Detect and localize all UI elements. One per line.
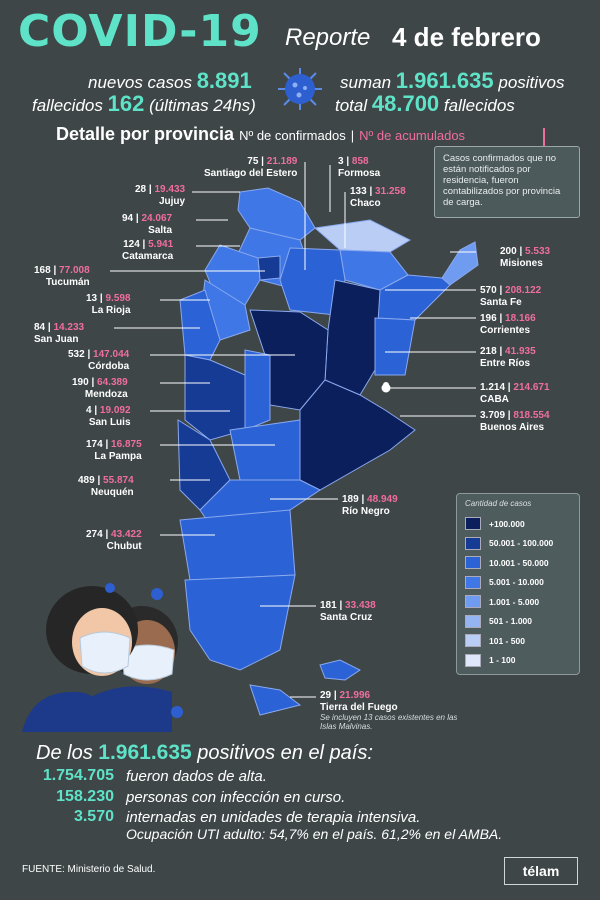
label-cordoba: 532 | 147.044 Córdoba xyxy=(68,349,130,372)
province-entrerios xyxy=(374,317,416,376)
label-buenos-aires: 3.709 | 818.554 Buenos Aires xyxy=(480,410,550,433)
legend-item: 50.001 - 100.000 xyxy=(465,534,571,554)
province-santacruz xyxy=(184,574,296,671)
province-misiones xyxy=(441,241,479,286)
legend-label: 101 - 500 xyxy=(489,635,525,646)
map-legend: Cantidad de casos +100.000 50.001 - 100.0… xyxy=(456,493,580,675)
legend-label: 1.001 - 5.000 xyxy=(489,596,540,607)
province-formosa xyxy=(313,219,412,253)
label-formosa: 3 | 858 Formosa xyxy=(338,156,381,179)
label-santa-cruz: 181 | 33.438 Santa Cruz xyxy=(320,600,376,623)
deaths-stat: fallecidos 162 (últimas 24hs) xyxy=(32,91,256,116)
argentina-map xyxy=(177,187,479,716)
legend-label: +100.000 xyxy=(489,518,525,529)
summary-num-uti: 3.570 xyxy=(73,808,114,825)
legend-label: 1 - 100 xyxy=(489,655,516,666)
new-cases-stat: nuevos casos 8.891 xyxy=(88,68,252,93)
legend-item: 101 - 500 xyxy=(465,631,571,651)
label-catamarca: 124 | 5.941 Catamarca xyxy=(122,239,174,262)
label-entre-rios: 218 | 41.935 Entre Ríos xyxy=(480,346,536,369)
legend-item: 1.001 - 5.000 xyxy=(465,592,571,612)
legend-title: Cantidad de casos xyxy=(465,499,532,508)
legend-swatch xyxy=(465,653,481,667)
legend-swatch xyxy=(465,614,481,628)
legend-item: 10.001 - 50.000 xyxy=(465,553,571,573)
summary-num-curso: 158.230 xyxy=(56,788,114,805)
legend-item: 5.001 - 10.000 xyxy=(465,573,571,593)
legend-label: 10.001 - 50.000 xyxy=(489,557,549,568)
legend-swatch xyxy=(465,634,481,648)
legend-item: +100.000 xyxy=(465,514,571,534)
total-positives-stat: suman 1.961.635 positivos xyxy=(340,68,565,93)
legend-label: 501 - 1.000 xyxy=(489,616,533,627)
label-rio-negro: 189 | 48.949 Río Negro xyxy=(342,494,398,517)
label-chubut: 274 | 43.422 Chubut xyxy=(86,529,142,552)
legend-label: 5.001 - 10.000 xyxy=(489,577,544,588)
telam-logo: télam xyxy=(504,857,578,885)
label-san-luis: 4 | 19.092 San Luis xyxy=(86,405,131,428)
label-tierra-del-fuego: 29 | 21.996 Tierra del Fuego xyxy=(320,690,398,713)
label-la-pampa: 174 | 16.875 La Pampa xyxy=(86,439,142,462)
report-label: Reporte xyxy=(285,24,371,51)
legend-swatch xyxy=(465,517,481,531)
section-title: Detalle por provincia Nº de confirmados … xyxy=(56,124,466,144)
occupancy-text: Ocupación UTI adulto: 54,7% en el país. … xyxy=(126,826,503,842)
province-tierradelfuego xyxy=(249,684,302,716)
label-san-juan: 84 | 14.233 San Juan xyxy=(34,322,85,345)
province-sanjuan xyxy=(179,289,221,361)
islas-malvinas xyxy=(319,659,361,681)
label-santa-fe: 570 | 208.122 Santa Fe xyxy=(480,285,542,308)
legend-item: 1 - 100 xyxy=(465,651,571,671)
province-sanluis xyxy=(244,349,271,431)
label-chaco: 133 | 31.258 Chaco xyxy=(350,186,406,209)
label-neuquen: 489 | 55.874 Neuquén xyxy=(78,475,134,498)
label-caba: 1.214 | 214.671 CABA xyxy=(480,382,550,405)
legend-swatch xyxy=(465,595,481,609)
legend-item: 501 - 1.000 xyxy=(465,612,571,632)
accum-marker xyxy=(543,128,545,146)
label-salta: 94 | 24.067 Salta xyxy=(122,213,173,236)
note-box: Casos confirmados que no están notificad… xyxy=(434,146,580,218)
label-la-rioja: 13 | 9.598 La Rioja xyxy=(86,293,131,316)
virus-icon xyxy=(278,68,322,110)
source-text: FUENTE: Ministerio de Salud. xyxy=(22,864,156,875)
page-title: COVID-19 xyxy=(18,6,262,57)
total-deaths-stat: total 48.700 fallecidos xyxy=(335,91,515,116)
label-tucuman: 168 | 77.008 Tucumán xyxy=(34,265,90,288)
legend-swatch xyxy=(465,536,481,550)
summary-text-curso: personas con infección en curso. xyxy=(126,789,346,806)
report-date: 4 de febrero xyxy=(392,22,541,52)
summary-text-uti: internadas en unidades de terapia intens… xyxy=(126,809,421,826)
legend-swatch xyxy=(465,556,481,570)
masked-people-illustration xyxy=(22,583,183,732)
label-santiago-del-estero: 75 | 21.189 Santiago del Estero xyxy=(204,156,298,179)
summary-num-alta: 1.754.705 xyxy=(42,767,114,784)
malvinas-note: Se incluyen 13 casos existentes en las I… xyxy=(320,713,458,731)
legend-swatch xyxy=(465,575,481,589)
summary-heading: De los 1.961.635 positivos en el país: xyxy=(36,741,373,764)
label-jujuy: 28 | 19.433 Jujuy xyxy=(135,184,186,207)
label-corrientes: 196 | 18.166 Corrientes xyxy=(480,313,536,336)
summary-text-alta: fueron dados de alta. xyxy=(126,768,267,785)
legend-label: 50.001 - 100.000 xyxy=(489,538,554,549)
label-mendoza: 190 | 64.389 Mendoza xyxy=(72,377,128,400)
label-misiones: 200 | 5.533 Misiones xyxy=(500,246,551,269)
